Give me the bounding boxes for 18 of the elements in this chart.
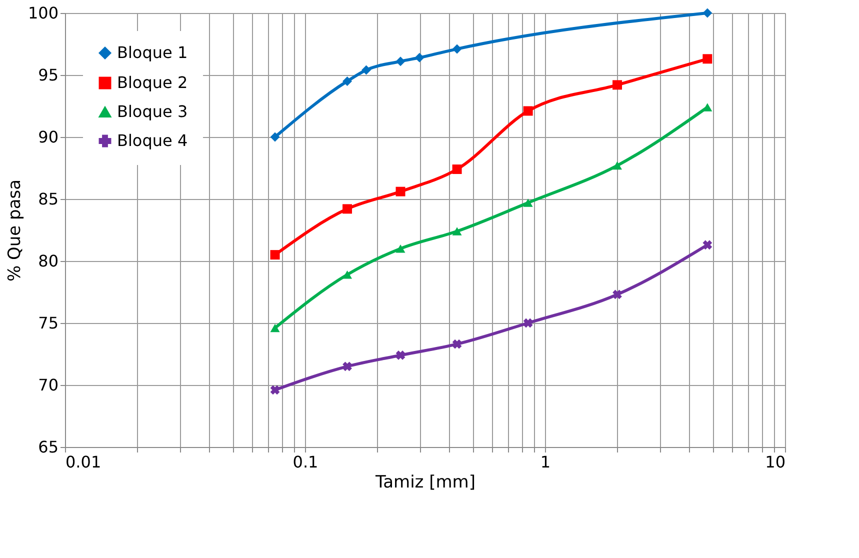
x-tick-label: 0.01: [66, 452, 102, 472]
y-tick-label: 90: [38, 128, 58, 146]
legend-label: Bloque 1: [117, 43, 188, 62]
y-tick-label: 65: [38, 438, 58, 456]
y-tick-label: 75: [38, 314, 58, 332]
y-tick-label: 95: [38, 66, 58, 84]
y-axis-title: % Que pasa: [4, 179, 25, 282]
y-tick-label: 85: [38, 190, 58, 208]
x-axis-title: Tamiz [mm]: [374, 472, 476, 492]
y-tick-label: 100: [28, 4, 58, 22]
x-tick-label: 10: [765, 452, 786, 472]
legend-label: Bloque 3: [117, 102, 188, 121]
x-tick-label: 1: [540, 452, 551, 472]
legend-label: Bloque 2: [117, 73, 188, 92]
y-tick-label: 70: [38, 376, 58, 394]
x-tick-label: 0.1: [292, 452, 318, 472]
y-tick-label: 80: [38, 252, 58, 270]
legend-label: Bloque 4: [117, 131, 188, 150]
